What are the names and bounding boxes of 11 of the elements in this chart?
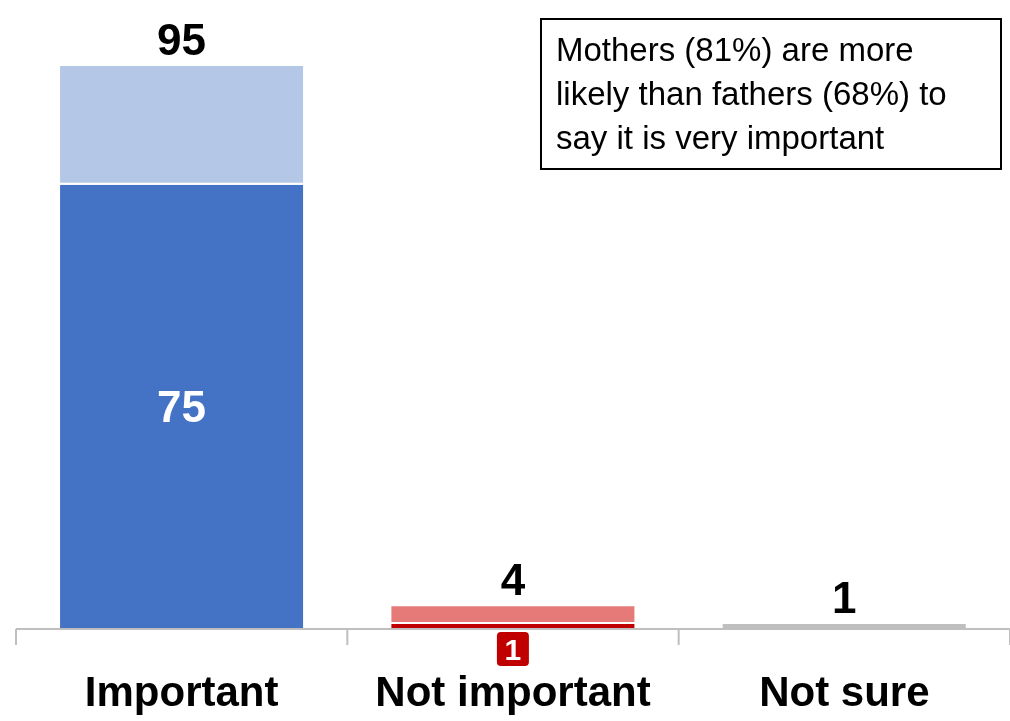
total-label: 1 xyxy=(832,573,857,623)
annotation: Mothers (81%) are more likely than fathers (68%) to say it is very important xyxy=(556,31,947,156)
data-label: 1 xyxy=(504,632,522,666)
x-tick-label: Important xyxy=(84,668,279,715)
bar xyxy=(389,604,637,625)
total-label: 95 xyxy=(157,15,207,64)
total-label: 4 xyxy=(500,555,526,605)
callout-box: Mothers (81%) are more likely than fathers (68%) to say it is very important xyxy=(540,18,1002,170)
x-tick-label: Not important xyxy=(375,668,651,715)
data-label: 75 xyxy=(157,381,207,431)
x-tick-label: Not sure xyxy=(759,668,930,715)
